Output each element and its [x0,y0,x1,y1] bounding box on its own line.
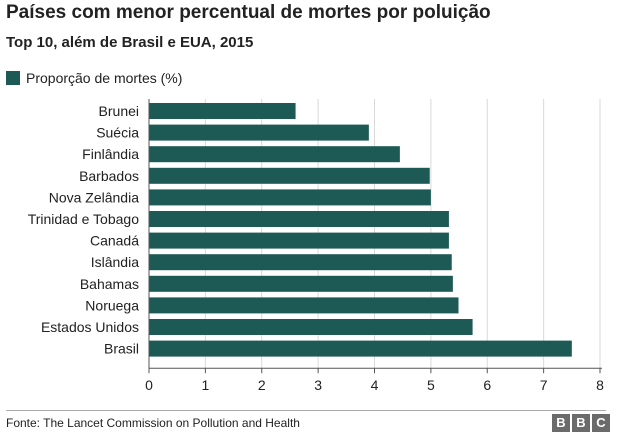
bar [149,232,449,249]
category-label: Canadá [90,233,139,249]
bar [149,319,473,335]
x-tick-label: 2 [258,377,266,393]
bbc-logo: B B C [552,414,610,432]
chart-title: Países com menor percentual de mortes po… [6,2,491,23]
bar [149,189,431,206]
bar [149,297,459,314]
bbc-logo-letter: B [572,414,590,432]
bar [149,103,296,119]
bar [149,211,449,227]
category-label: Islândia [91,254,139,270]
category-label: Barbados [79,168,139,184]
bar [149,124,369,141]
bbc-logo-letter: C [592,414,610,432]
legend-swatch [6,71,20,85]
bar [149,167,430,184]
category-label: Brasil [104,341,139,357]
bar [149,146,400,163]
category-label: Noruega [85,297,139,313]
category-label: Trinidad e Tobago [28,211,140,227]
x-tick-label: 6 [483,377,491,393]
x-tick-label: 1 [201,377,209,393]
x-tick-label: 5 [427,377,435,393]
bar [149,275,453,292]
bar-chart: 0 1 2 3 4 5 6 7 8 Brunei Suécia Finlândia Barbados No… [28,99,604,393]
category-label: Bahamas [80,276,139,292]
x-tick-label: 3 [314,377,322,393]
bbc-logo-letter: B [552,414,570,432]
category-label: Estados Unidos [41,319,139,335]
x-tick-label: 4 [371,377,379,393]
chart-subtitle: Top 10, além de Brasil e EUA, 2015 [6,34,254,51]
x-tick-label: 8 [596,377,604,393]
category-label: Brunei [99,103,139,119]
bar [149,340,572,357]
x-tick-label: 7 [540,377,548,393]
category-label: Finlândia [82,146,139,162]
category-label: Suécia [96,125,139,141]
category-label: Nova Zelândia [49,189,139,205]
legend-label: Proporção de mortes (%) [26,70,183,86]
legend: Proporção de mortes (%) [6,70,182,86]
x-tick-label: 0 [145,377,153,393]
footer-divider [6,410,606,411]
source-note: Fonte: The Lancet Commission on Pollutio… [6,416,300,430]
bar [149,254,452,271]
